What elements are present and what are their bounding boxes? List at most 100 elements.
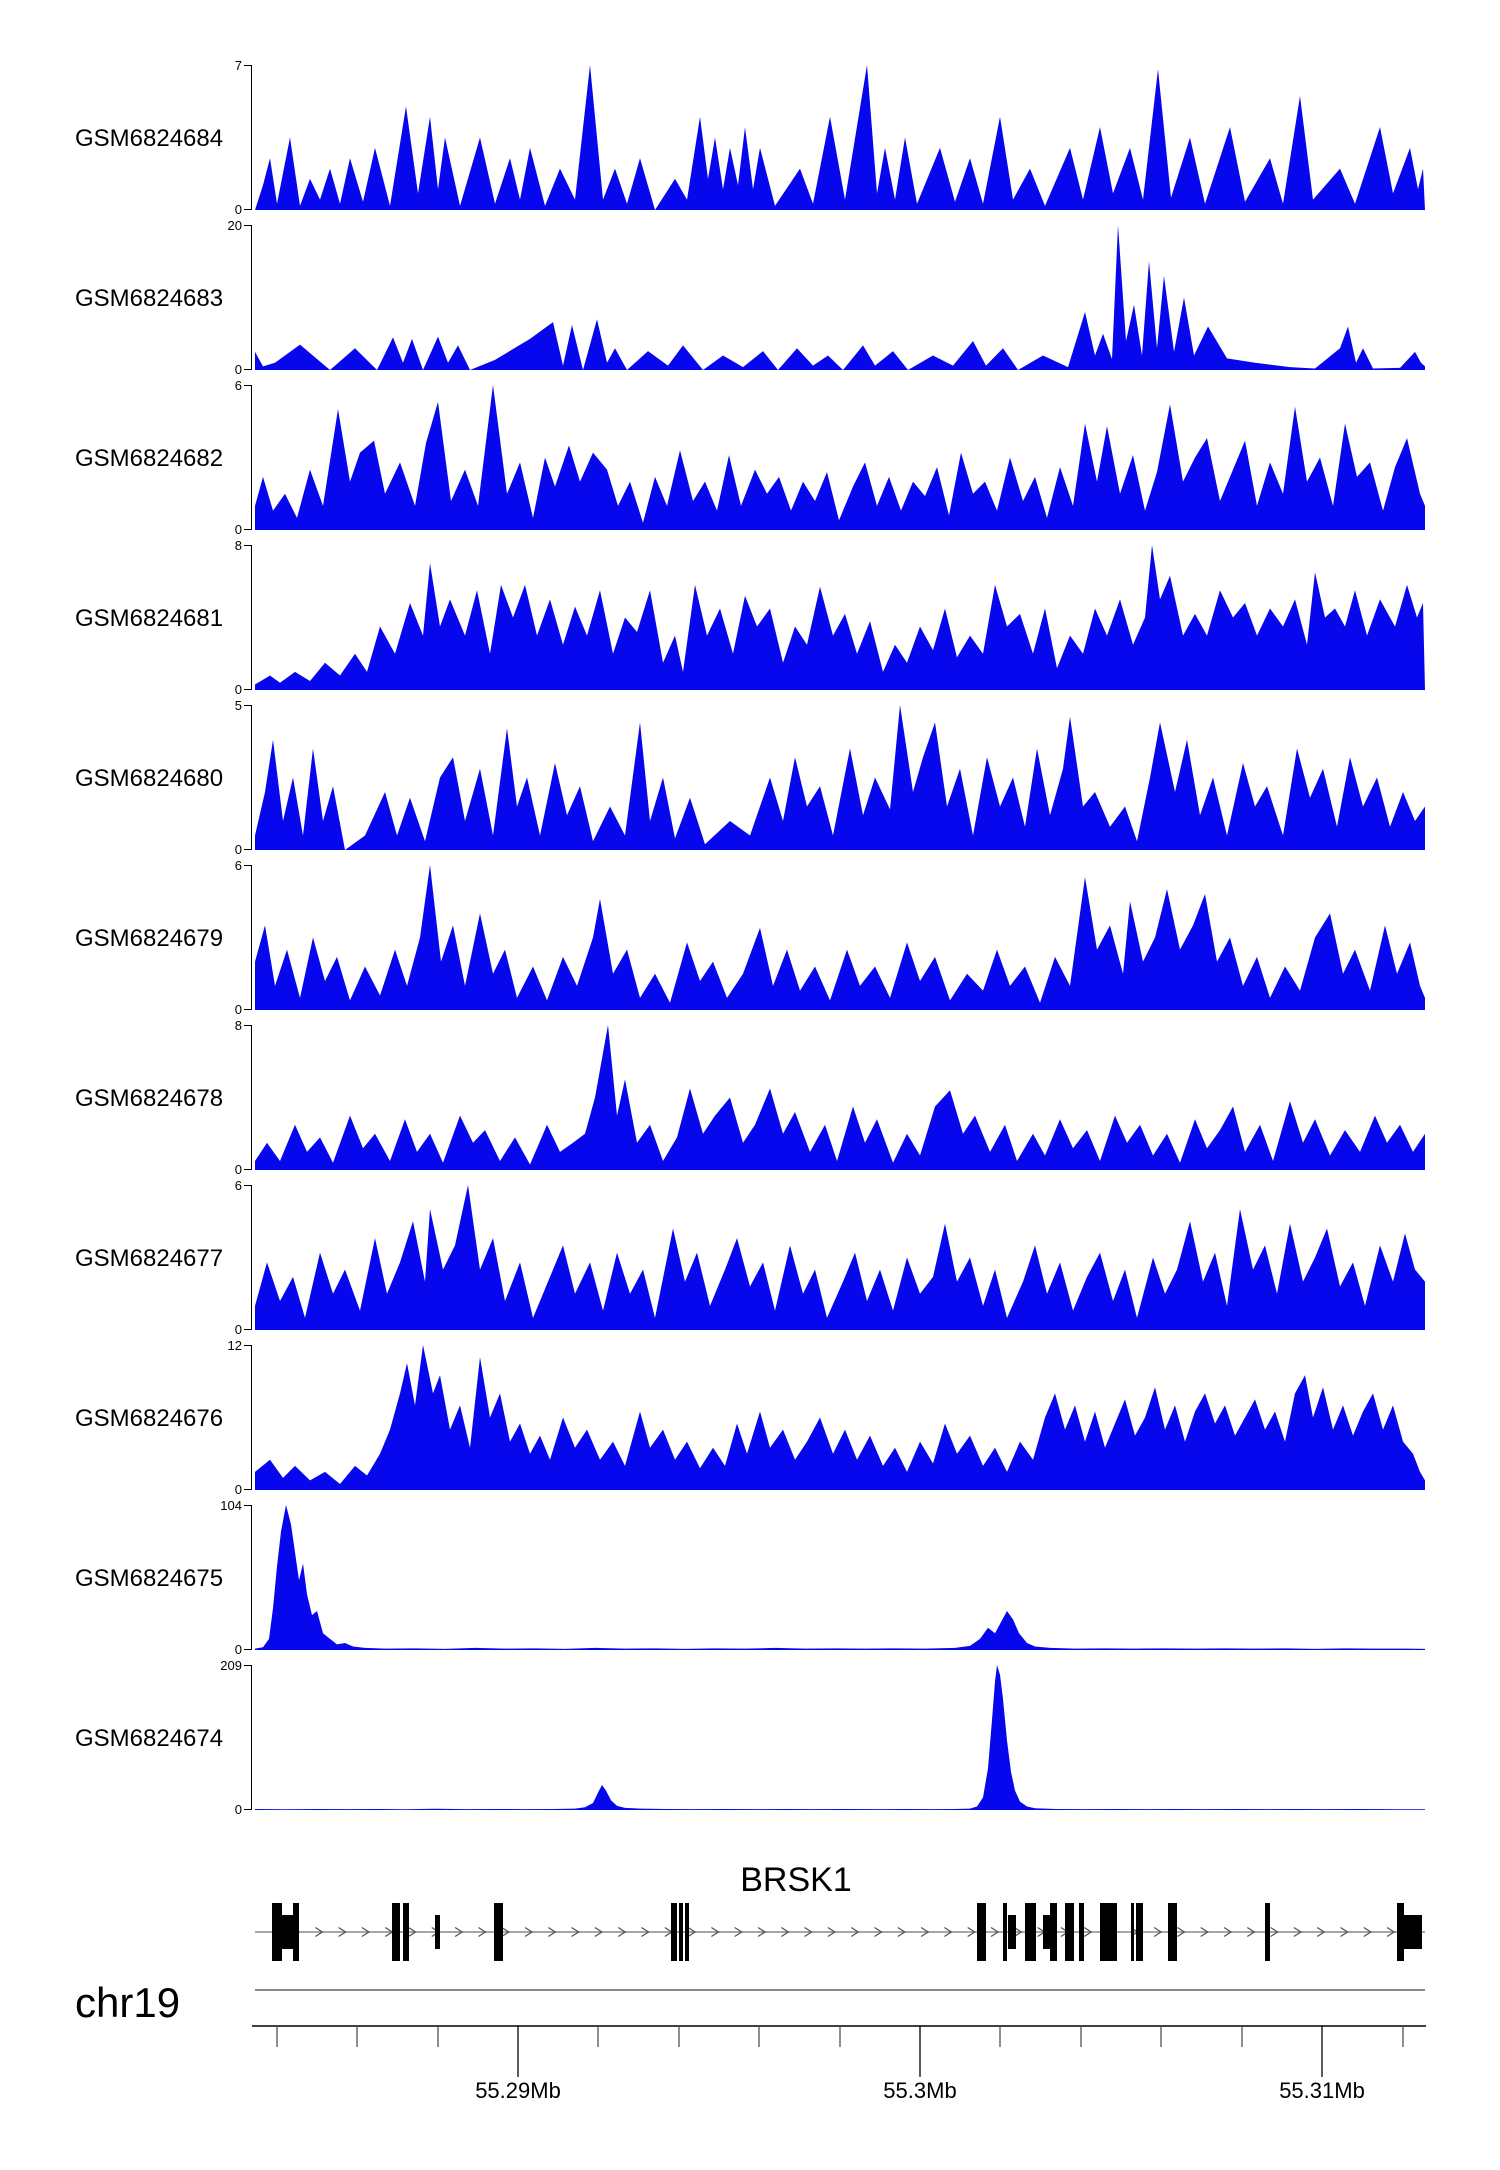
coverage-area (255, 865, 1425, 1010)
strand-arrow-icon (780, 1926, 790, 1938)
strand-arrow-icon (711, 1926, 720, 1938)
y-axis-max-label: 8 (234, 1018, 242, 1033)
y-axis-bracket (244, 385, 252, 530)
strand-arrow-icon (990, 1926, 1000, 1938)
exon (977, 1903, 986, 1961)
y-axis-max-label: 6 (234, 858, 242, 873)
strand-arrow-icon (1200, 1926, 1209, 1938)
coverage-polygon (255, 1185, 1425, 1330)
y-axis-max-label: 6 (234, 378, 242, 393)
exon (1079, 1903, 1084, 1961)
signal-track: GSM6824680 5 0 (0, 698, 1500, 857)
exon (403, 1903, 409, 1961)
signal-track: GSM6824677 6 0 (0, 1178, 1500, 1337)
exon (1003, 1903, 1007, 1961)
y-axis-bracket (244, 705, 252, 850)
strand-arrow-icon (757, 1926, 767, 1938)
coverage-area (255, 1025, 1425, 1170)
coverage-area (255, 1665, 1425, 1810)
strand-arrow-icon (1293, 1926, 1303, 1938)
sample-label: GSM6824679 (75, 925, 224, 952)
signal-track: GSM6824681 8 0 (0, 538, 1500, 697)
coverage-polygon (255, 225, 1425, 370)
exon (671, 1903, 677, 1961)
exon (282, 1915, 293, 1949)
y-axis-bracket (244, 1665, 252, 1810)
coverage-polygon (255, 1505, 1425, 1650)
strand-arrow-icon (617, 1926, 627, 1938)
signal-track: GSM6824675 104 0 (0, 1498, 1500, 1657)
coverage-area (255, 385, 1425, 530)
signal-track: GSM6824684 7 0 (0, 58, 1500, 217)
exon (272, 1903, 282, 1961)
y-axis-zero-label: 0 (234, 1642, 242, 1657)
strand-arrow-icon (897, 1926, 907, 1938)
exon (1008, 1915, 1016, 1949)
exon (1043, 1915, 1050, 1949)
strand-arrow-icon (1363, 1926, 1373, 1938)
sample-label: GSM6824674 (75, 1725, 224, 1752)
coverage-polygon (255, 705, 1425, 850)
strand-arrow-icon (501, 1926, 510, 1938)
exon (392, 1903, 400, 1961)
strand-arrow-icon (1316, 1926, 1326, 1938)
exon (1131, 1903, 1134, 1961)
sample-label: GSM6824676 (75, 1405, 224, 1432)
signal-track: GSM6824674 209 0 (0, 1658, 1500, 1817)
strand-arrow-icon (1386, 1926, 1396, 1938)
strand-arrow-icon (827, 1926, 837, 1938)
y-axis-zero-label: 0 (234, 682, 242, 697)
y-axis-max-label: 6 (234, 1178, 242, 1193)
y-axis-bracket (244, 1345, 252, 1490)
strand-arrow-icon (804, 1926, 813, 1938)
y-axis-bracket (244, 865, 252, 1010)
exon (1136, 1903, 1143, 1961)
sample-label: GSM6824682 (75, 445, 224, 472)
strand-arrow-icon (1153, 1926, 1163, 1938)
sample-label: GSM6824678 (75, 1085, 224, 1112)
signal-track: GSM6824678 8 0 (0, 1018, 1500, 1177)
strand-arrow-icon (1177, 1926, 1186, 1938)
strand-arrow-icon (338, 1926, 347, 1938)
y-axis-max-label: 209 (220, 1658, 242, 1673)
strand-arrow-icon (454, 1926, 464, 1938)
coverage-area (255, 705, 1425, 850)
exon (1100, 1903, 1117, 1961)
strand-arrow-icon (314, 1926, 324, 1938)
exon (1025, 1903, 1036, 1961)
y-axis-max-label: 8 (234, 538, 242, 553)
y-axis-max-label: 104 (220, 1498, 242, 1513)
strand-arrow-icon (547, 1926, 557, 1938)
y-axis-max-label: 20 (227, 218, 242, 233)
signal-track: GSM6824676 12 0 (0, 1338, 1500, 1497)
coverage-polygon (255, 65, 1425, 210)
coverage-polygon (255, 1345, 1425, 1490)
y-axis-bracket (244, 65, 252, 210)
strand-arrow-icon (1013, 1926, 1023, 1938)
signal-track: GSM6824683 20 0 (0, 218, 1500, 377)
y-axis-zero-label: 0 (234, 842, 242, 857)
y-axis-max-label: 12 (227, 1338, 242, 1353)
exon (1168, 1903, 1177, 1961)
coverage-area (255, 1505, 1425, 1650)
strand-arrow-icon (1270, 1926, 1279, 1938)
strand-arrow-icon (571, 1926, 580, 1938)
y-axis-zero-label: 0 (234, 202, 242, 217)
y-axis-zero-label: 0 (234, 362, 242, 377)
genome-axis (252, 2025, 1426, 2077)
strand-arrow-icon (1246, 1926, 1256, 1938)
sample-label: GSM6824683 (75, 285, 224, 312)
coverage-polygon (255, 865, 1425, 1010)
exon (1265, 1903, 1270, 1961)
axis-tick-label: 55.3Mb (883, 2078, 957, 2103)
coverage-area (255, 1185, 1425, 1330)
exon (1050, 1903, 1057, 1961)
coverage-polygon (255, 545, 1425, 690)
strand-arrow-icon (850, 1926, 860, 1938)
exon (435, 1915, 440, 1949)
exon (679, 1903, 683, 1961)
exon (1397, 1903, 1404, 1961)
exon (1404, 1915, 1422, 1949)
strand-arrow-icon (524, 1926, 534, 1938)
strand-arrow-icon (1223, 1926, 1233, 1938)
